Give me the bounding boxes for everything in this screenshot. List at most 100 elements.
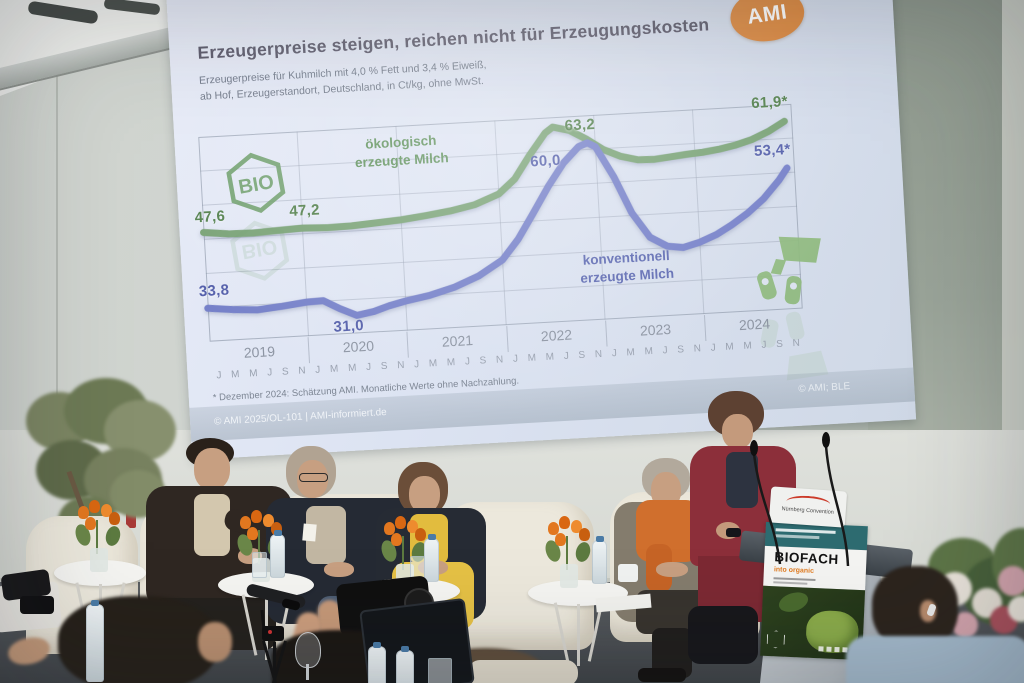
month-tick-label: S bbox=[775, 338, 784, 351]
bio-logo: BIO bbox=[226, 152, 286, 213]
gridline-vertical bbox=[494, 120, 507, 326]
footer-source: © AMI; BLE bbox=[798, 381, 851, 395]
month-tick-label: J bbox=[662, 345, 668, 357]
year-tick-label: 2019 bbox=[243, 343, 276, 361]
social-icon bbox=[818, 646, 824, 652]
month-tick-label: J bbox=[761, 339, 767, 351]
tulip-stem bbox=[566, 536, 568, 570]
month-tick-label: M bbox=[644, 345, 654, 358]
tulip-flower bbox=[559, 516, 570, 529]
month-tick-label: J bbox=[710, 342, 716, 354]
month-tick-label: N bbox=[396, 359, 405, 372]
tulip-flower bbox=[415, 528, 426, 541]
wall-socket bbox=[126, 512, 136, 528]
tulip-flower bbox=[240, 516, 251, 529]
tulip-flower bbox=[78, 506, 89, 519]
wine-glass-stem bbox=[306, 664, 309, 680]
chart-plot bbox=[198, 103, 803, 342]
tulip-bouquet bbox=[72, 498, 123, 572]
month-tick-label: S bbox=[578, 349, 586, 362]
bio-logo-reflection: BIO bbox=[230, 220, 290, 281]
wine-glass bbox=[295, 632, 321, 668]
speaker-face bbox=[722, 414, 753, 449]
month-tick-label: J bbox=[314, 364, 321, 376]
tulip-stem bbox=[96, 520, 98, 554]
action-camera bbox=[262, 626, 284, 641]
flower-blossom bbox=[1008, 596, 1024, 622]
tulip-flower bbox=[391, 533, 402, 546]
tulip-flower bbox=[548, 522, 559, 535]
water-bottle bbox=[396, 646, 414, 683]
speaker-top bbox=[726, 452, 758, 508]
ami-logo: AMI bbox=[726, 0, 808, 47]
panelist2-glasses bbox=[299, 473, 328, 482]
tulip-flower bbox=[407, 520, 418, 533]
chart-callout: 33,8 bbox=[198, 282, 230, 301]
year-tick-label: 2023 bbox=[604, 315, 706, 347]
month-tick-label: M bbox=[428, 358, 438, 370]
conventional-series-line bbox=[204, 139, 791, 319]
month-tick-label: N bbox=[495, 354, 504, 366]
month-tick-label: N bbox=[693, 343, 702, 355]
month-tick-label: M bbox=[725, 341, 735, 353]
organic-series-line bbox=[200, 117, 788, 238]
bottle-cap bbox=[373, 642, 381, 648]
tulip-stem bbox=[258, 530, 260, 564]
flower-vase bbox=[560, 564, 578, 588]
month-tick-label: M bbox=[347, 362, 357, 375]
flower-vase bbox=[90, 548, 108, 572]
panelist4-shoes bbox=[638, 668, 686, 682]
panelist2-hands bbox=[324, 562, 354, 577]
bottle-cap bbox=[401, 646, 409, 652]
panelist4-hands bbox=[656, 562, 688, 577]
month-tick-label: M bbox=[527, 352, 537, 364]
microphone-gooseneck bbox=[824, 445, 850, 567]
microphone-capsule-icon bbox=[750, 440, 758, 456]
wall-seam bbox=[56, 70, 58, 450]
tulip-flower bbox=[571, 520, 582, 533]
milk-price-chart: BIO BIO ökologisch er bbox=[194, 93, 829, 397]
tulip-flower bbox=[263, 514, 274, 527]
lectern-microphones bbox=[750, 432, 850, 567]
month-tick-label: J bbox=[413, 359, 420, 371]
tulip-leaves bbox=[573, 540, 593, 564]
tulip-flower bbox=[89, 500, 100, 513]
flower-blossom bbox=[998, 566, 1024, 596]
footer-copyright: © AMI 2025/OL-101 | AMI-informiert.de bbox=[213, 406, 388, 428]
gridline-vertical bbox=[691, 109, 705, 315]
month-tick-label: J bbox=[563, 350, 570, 362]
drinking-glass bbox=[428, 658, 452, 683]
tulip-flower bbox=[384, 522, 395, 535]
tulip-flower bbox=[395, 516, 406, 529]
chart-frame bbox=[198, 103, 803, 342]
month-tick-label: J bbox=[464, 356, 471, 368]
water-bottle bbox=[86, 600, 104, 682]
chart-callout: 63,2 bbox=[564, 115, 596, 135]
month-tick-label: M bbox=[446, 357, 456, 369]
panelist1-face bbox=[194, 448, 230, 490]
month-tick-label: S bbox=[281, 366, 289, 378]
bottle-cap bbox=[595, 536, 604, 542]
poster-micro-line bbox=[773, 577, 816, 582]
speaker-bag bbox=[688, 606, 758, 664]
water-bottle bbox=[368, 642, 386, 683]
month-tick-label: J bbox=[216, 370, 222, 382]
poster-micro-line bbox=[773, 581, 808, 585]
month-tick-label: S bbox=[479, 355, 487, 367]
bottle-cap bbox=[91, 600, 99, 606]
month-tick-label: S bbox=[380, 360, 388, 373]
month-tick-label: M bbox=[626, 346, 636, 359]
chart-callouts: 47,6 47,2 63,2 61,9* 33,8 31,0 60,0 53,4* bbox=[194, 93, 803, 342]
month-tick-label: M bbox=[743, 340, 753, 352]
tulip-flower bbox=[247, 527, 258, 540]
coffee-mug bbox=[618, 564, 638, 582]
month-tick-label: M bbox=[545, 351, 555, 363]
chart-callout: 47,2 bbox=[288, 201, 321, 220]
month-tick-label: J bbox=[512, 353, 519, 365]
month-tick-label: J bbox=[611, 347, 618, 360]
equipment bbox=[20, 596, 54, 614]
tulip-stem bbox=[402, 536, 404, 570]
